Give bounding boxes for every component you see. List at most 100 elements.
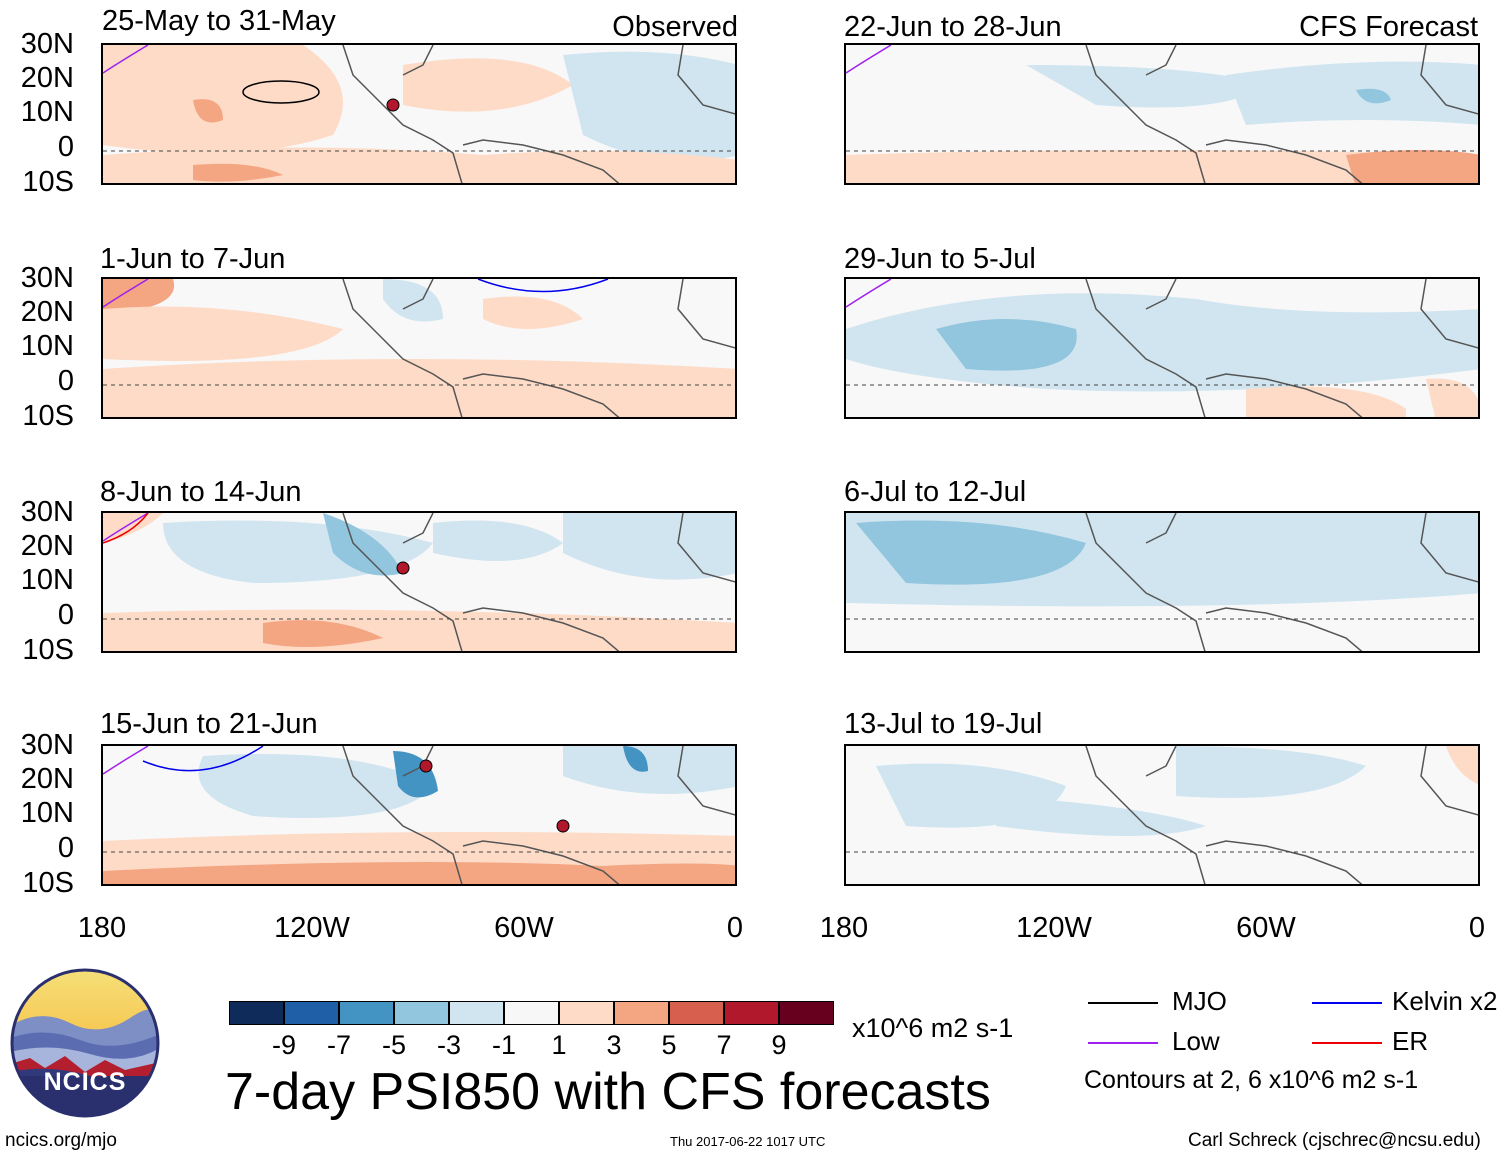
anomaly-contour-fill — [846, 150, 1478, 183]
storm-marker-icon — [396, 561, 410, 575]
main-title: 7-day PSI850 with CFS forecasts — [225, 1063, 991, 1121]
lat-label-10s: 10S — [22, 166, 74, 198]
anomaly-contour-fill — [996, 796, 1206, 836]
anomaly-contour-fill — [103, 609, 735, 651]
anomaly-contour-fill — [103, 359, 735, 417]
lat-label-10s: 10S — [22, 867, 74, 899]
coastline — [342, 513, 735, 651]
anomaly-contour-fill — [193, 99, 223, 123]
er-contour — [103, 513, 149, 544]
lon-label-60w-left: 60W — [494, 912, 554, 944]
anomaly-contour-fill — [846, 293, 1478, 392]
low-contour — [846, 279, 892, 308]
anomaly-contour-fill — [383, 279, 443, 322]
colorbar-swatch — [614, 1001, 669, 1025]
anomaly-contour-fill — [623, 746, 648, 772]
anomaly-contour-fill — [103, 45, 343, 153]
colorbar-tick-label: 7 — [716, 1030, 732, 1060]
mjo-contour — [242, 80, 320, 104]
colorbar-swatch — [229, 1001, 284, 1025]
colorbar-swatch — [449, 1001, 504, 1025]
lon-label-60w-right: 60W — [1236, 912, 1296, 944]
anomaly-contour-fill — [563, 513, 735, 580]
footer-author: Carl Schreck (cjschrec@ncsu.edu) — [1188, 1130, 1481, 1151]
anomaly-contour-fill — [1226, 61, 1478, 125]
panel-title-left-3: 8-Jun to 14-Jun — [100, 476, 302, 508]
colorbar-swatch — [504, 1001, 559, 1025]
storm-marker-icon — [419, 759, 433, 773]
legend-label-kelvin: Kelvin x2 — [1392, 986, 1498, 1016]
colorbar-units: x10^6 m2 s-1 — [852, 1013, 1014, 1043]
colorbar-swatch — [559, 1001, 614, 1025]
colorbar-tick-label: 5 — [661, 1030, 677, 1060]
coastline — [1085, 746, 1478, 884]
coastline — [342, 45, 735, 183]
legend-line-low — [1088, 1042, 1158, 1044]
coastline — [1085, 513, 1478, 651]
anomaly-contour-fill — [323, 513, 403, 576]
kelvin-contour — [477, 279, 609, 293]
lon-label-120w-right: 120W — [1016, 912, 1092, 944]
anomaly-contour-fill — [1246, 386, 1406, 417]
panel-title-left-1: 25-May to 31-May — [102, 5, 336, 37]
lat-label-30n: 30N — [20, 262, 74, 294]
anomaly-contour-fill — [563, 746, 735, 794]
anomaly-contour-fill — [483, 296, 583, 329]
lat-label-0: 0 — [57, 131, 74, 163]
lat-label-10s: 10S — [22, 634, 74, 666]
lat-label-30n: 30N — [20, 729, 74, 761]
map-panel-left-2 — [101, 277, 737, 419]
colorbar-tick-label: -1 — [491, 1030, 516, 1060]
colorbar-tick-label: -5 — [381, 1030, 406, 1060]
lat-label-10n: 10N — [20, 330, 74, 362]
panel-label-cfs-forecast: CFS Forecast — [1299, 11, 1478, 43]
ncics-logo-text: NCICS — [43, 1068, 127, 1096]
footer-url[interactable]: ncics.org/mjo — [5, 1130, 117, 1151]
lat-label-20n: 20N — [20, 62, 74, 94]
colorbar-swatch — [394, 1001, 449, 1025]
lat-label-0: 0 — [57, 832, 74, 864]
contours-note: Contours at 2, 6 x10^6 m2 s-1 — [1084, 1066, 1419, 1094]
lat-label-0: 0 — [57, 365, 74, 397]
anomaly-contour-fill — [856, 520, 1086, 585]
lat-label-30n: 30N — [20, 496, 74, 528]
anomaly-contour-fill — [1346, 150, 1478, 183]
anomaly-contour-fill — [103, 279, 175, 314]
storm-marker-icon — [386, 98, 400, 112]
anomaly-contour-fill — [198, 754, 433, 818]
storm-marker-icon — [556, 819, 570, 833]
colorbar-tick-label: -9 — [271, 1030, 296, 1060]
anomaly-contour-fill — [103, 306, 343, 361]
ncics-logo: NCICS — [10, 968, 160, 1118]
anomaly-contour-fill — [393, 751, 438, 798]
anomaly-contour-fill — [1446, 746, 1478, 785]
colorbar-tick-label: -7 — [326, 1030, 351, 1060]
colorbar-swatch — [724, 1001, 779, 1025]
map-panel-right-3 — [844, 511, 1480, 653]
colorbar-tick-label: 3 — [606, 1030, 622, 1060]
legend-label-mjo: MJO — [1172, 986, 1227, 1016]
colorbar-tick-label: 9 — [771, 1030, 787, 1060]
legend-line-mjo — [1088, 1002, 1158, 1004]
lat-label-20n: 20N — [20, 763, 74, 795]
lat-label-10n: 10N — [20, 564, 74, 596]
colorbar-swatch — [339, 1001, 394, 1025]
panel-title-left-4: 15-Jun to 21-Jun — [100, 708, 318, 740]
anomaly-contour-fill — [263, 620, 383, 647]
lat-label-10s: 10S — [22, 400, 74, 432]
colorbar-swatch — [669, 1001, 724, 1025]
anomaly-contour-fill — [433, 520, 563, 561]
lon-label-0-left: 0 — [726, 912, 744, 944]
low-contour — [846, 45, 892, 74]
low-contour — [103, 45, 149, 74]
colorbar-tick-label: -3 — [436, 1030, 461, 1060]
lat-label-20n: 20N — [20, 296, 74, 328]
lat-label-10n: 10N — [20, 96, 74, 128]
panel-title-right-4: 13-Jul to 19-Jul — [844, 708, 1043, 740]
panel-title-right-3: 6-Jul to 12-Jul — [844, 476, 1027, 508]
panel-title-right-1: 22-Jun to 28-Jun — [844, 11, 1062, 43]
lon-label-0-right: 0 — [1468, 912, 1486, 944]
map-panel-right-2 — [844, 277, 1480, 419]
map-panel-left-3 — [101, 511, 737, 653]
anomaly-contour-fill — [936, 319, 1077, 371]
